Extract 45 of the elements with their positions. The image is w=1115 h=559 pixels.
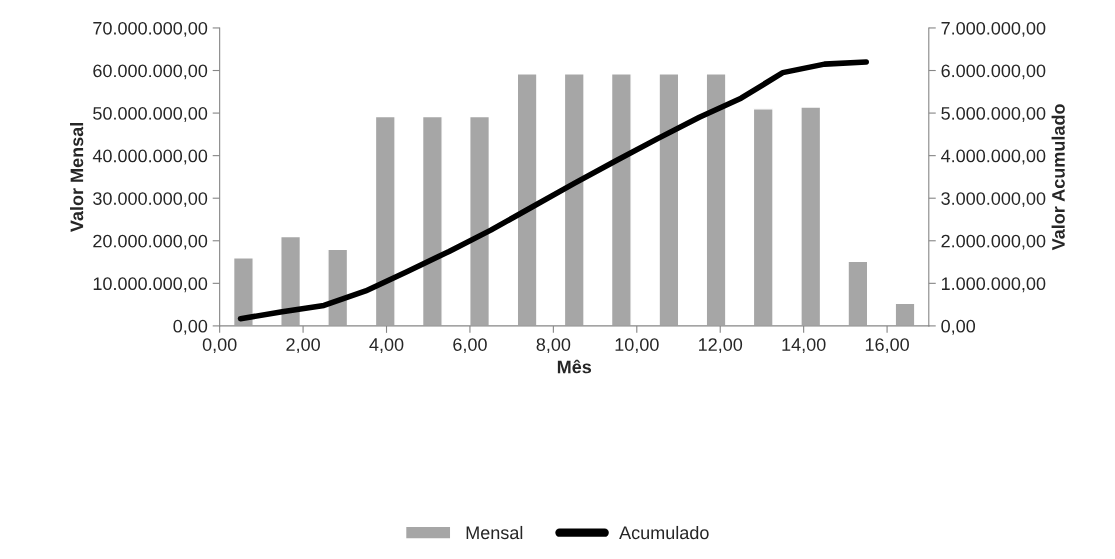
x-tick-label: 10,00 [615, 338, 659, 354]
y-tick-label: 0,00 [173, 319, 208, 335]
y2-tick-label: 3.000.000,00 [941, 192, 1046, 208]
y2-tick-label: 4.000.000,00 [941, 149, 1046, 165]
y2-tick-label: 7.000.000,00 [941, 21, 1046, 37]
bar [469, 115, 491, 326]
bar [421, 115, 443, 326]
bar [800, 106, 822, 326]
y-tick-label: 40.000.000,00 [92, 149, 208, 165]
bar [374, 115, 396, 326]
bar [610, 73, 632, 326]
bar [705, 73, 727, 326]
bar [327, 248, 349, 326]
bar [232, 257, 254, 326]
x-axis-title: Mês [557, 359, 592, 374]
legend-label: Mensal [466, 525, 523, 540]
x-tick-label: 16,00 [865, 338, 909, 354]
bar [847, 260, 869, 326]
y2-tick-label: 5.000.000,00 [941, 107, 1046, 122]
y-tick-label: 60.000.000,00 [93, 64, 208, 80]
y-tick-label: 10.000.000,00 [93, 277, 208, 293]
y-tick-label: 70.000.000,00 [93, 21, 208, 37]
bar [658, 73, 680, 326]
x-tick-label: 2,00 [286, 338, 320, 354]
x-tick-label: 0,00 [202, 338, 237, 354]
y-axis-title: Valor Mensal [70, 123, 84, 232]
y-tick-label: 30.000.000,00 [93, 192, 208, 208]
bar [280, 235, 302, 326]
y2-tick-label: 1.000.000,00 [941, 277, 1046, 293]
y2-tick-label: 6.000.000,00 [941, 64, 1046, 80]
x-tick-label: 8,00 [536, 338, 571, 354]
bar [516, 73, 538, 326]
y2-tick-label: 0,00 [941, 319, 976, 335]
x-tick-label: 12,00 [699, 338, 743, 354]
y2-tick-label: 2.000.000,00 [941, 234, 1046, 250]
bar [563, 73, 585, 326]
x-tick-label: 6,00 [453, 338, 487, 354]
y-tick-label: 20.000.000,00 [93, 234, 208, 250]
bar [752, 108, 774, 326]
x-tick-label: 14,00 [782, 338, 826, 354]
x-tick-label: 4,00 [369, 338, 404, 354]
bar [894, 302, 916, 326]
legend-label: Acumulado [619, 525, 709, 540]
y2-axis-title: Valor Acumulado [1051, 104, 1065, 251]
y-tick-label: 50.000.000,00 [93, 107, 208, 122]
